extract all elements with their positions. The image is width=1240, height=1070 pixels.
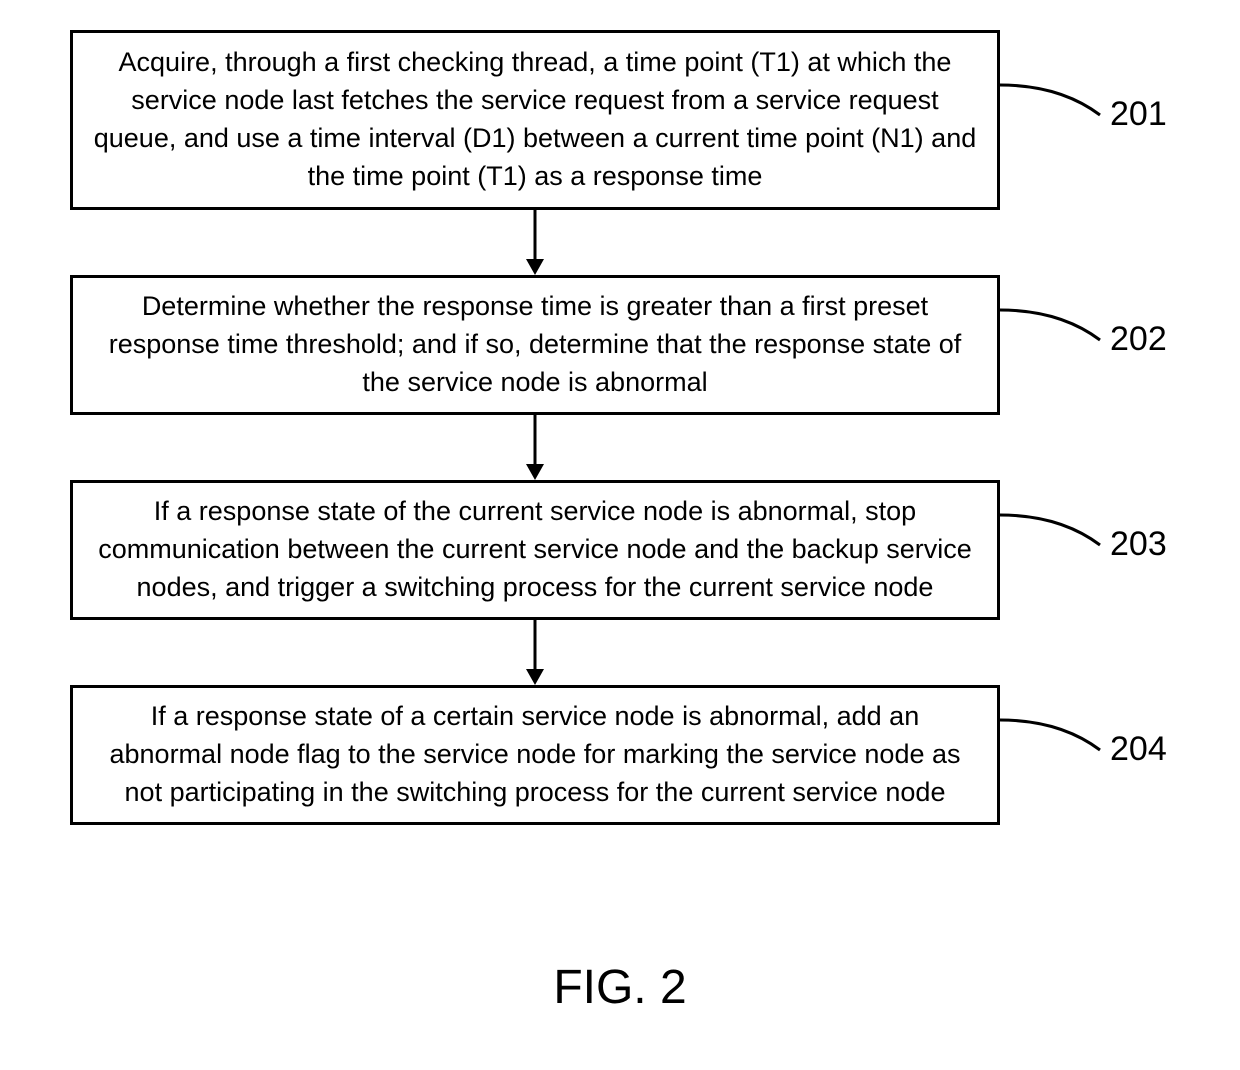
step-203-text: If a response state of the current servi… (93, 493, 977, 606)
flowchart-canvas: Acquire, through a first checking thread… (0, 0, 1240, 1070)
label-204: 204 (1110, 730, 1167, 769)
label-203: 203 (1110, 525, 1167, 564)
step-202-text: Determine whether the response time is g… (93, 288, 977, 401)
label-201-text: 201 (1110, 95, 1167, 133)
step-201-text: Acquire, through a first checking thread… (93, 44, 977, 195)
step-202-box: Determine whether the response time is g… (70, 275, 1000, 415)
label-201: 201 (1110, 95, 1167, 134)
label-202: 202 (1110, 320, 1167, 359)
step-204-box: If a response state of a certain service… (70, 685, 1000, 825)
label-203-text: 203 (1110, 525, 1167, 563)
figure-caption-text: FIG. 2 (553, 961, 686, 1014)
label-204-text: 204 (1110, 730, 1167, 768)
label-202-text: 202 (1110, 320, 1167, 358)
step-203-box: If a response state of the current servi… (70, 480, 1000, 620)
figure-caption: FIG. 2 (0, 960, 1240, 1015)
step-201-box: Acquire, through a first checking thread… (70, 30, 1000, 210)
step-204-text: If a response state of a certain service… (93, 698, 977, 811)
